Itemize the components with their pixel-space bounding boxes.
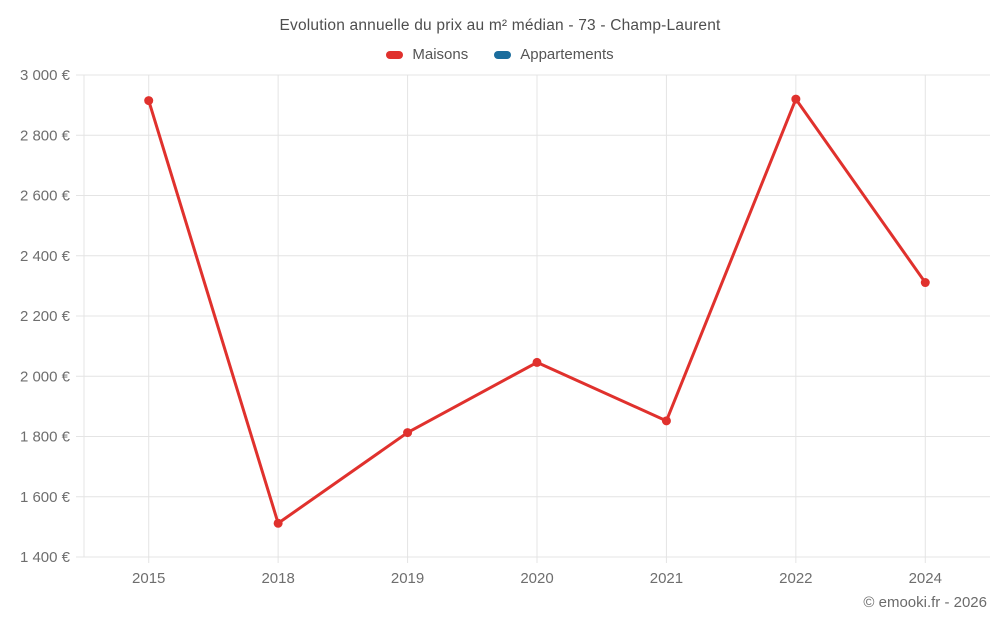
copyright-watermark: © emooki.fr - 2026 [863,594,987,611]
y-axis-tick-label: 1 800 € [20,429,71,446]
y-axis-tick-label: 3 000 € [20,67,71,84]
x-axis-tick-label: 2020 [520,570,553,587]
x-axis-tick-label: 2021 [650,570,683,587]
legend-item-maisons[interactable]: Maisons [386,46,468,63]
x-axis-tick-label: 2019 [391,570,424,587]
y-axis-tick-label: 2 200 € [20,308,71,325]
y-axis-tick-label: 1 600 € [20,489,71,506]
legend-label-maisons: Maisons [412,46,469,63]
legend-item-appartements[interactable]: Appartements [494,46,614,63]
data-point-maisons-2019[interactable] [403,428,413,438]
x-axis-tick-label: 2018 [261,570,294,587]
data-point-maisons-2015[interactable] [144,96,154,106]
chart-legend: Maisons Appartements [0,46,1000,63]
x-axis-tick-label: 2022 [779,570,812,587]
appartements-series-swatch-icon [494,50,512,59]
data-point-maisons-2022[interactable] [791,94,801,104]
y-axis-tick-label: 1 400 € [20,549,71,566]
x-axis-tick-label: 2015 [132,570,165,587]
data-point-maisons-2024[interactable] [920,278,930,288]
maisons-series-swatch-icon [386,50,404,59]
y-axis-tick-label: 2 000 € [20,368,71,385]
data-point-maisons-2018[interactable] [273,518,283,528]
x-axis-tick-label: 2024 [909,570,942,587]
y-axis-tick-label: 2 600 € [20,188,71,205]
chart-title: Evolution annuelle du prix au m² médian … [279,17,721,34]
data-point-maisons-2021[interactable] [661,416,671,426]
legend-label-appartements: Appartements [520,46,614,63]
data-point-maisons-2020[interactable] [532,357,542,367]
y-axis-tick-label: 2 400 € [20,248,71,265]
y-axis-tick-label: 2 800 € [20,127,71,144]
